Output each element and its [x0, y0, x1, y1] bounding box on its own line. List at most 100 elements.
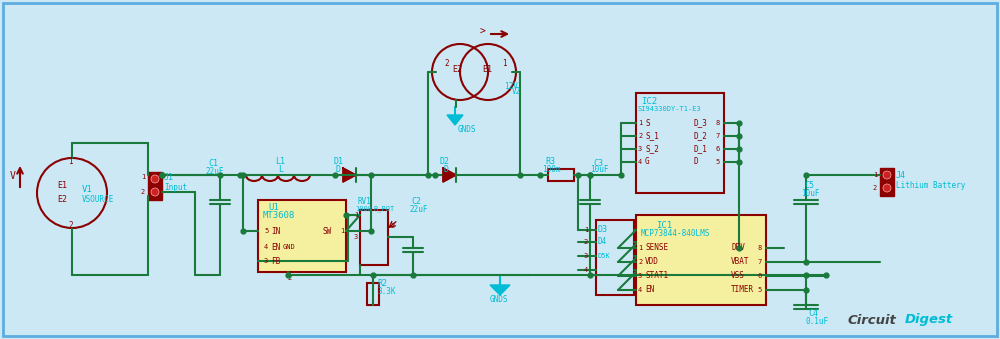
Text: 1: 1 — [638, 120, 642, 126]
Text: 0.1uF: 0.1uF — [805, 317, 828, 325]
Text: Input: Input — [164, 183, 187, 193]
Text: 1: 1 — [502, 60, 507, 68]
Text: C4: C4 — [808, 308, 818, 318]
Text: C2: C2 — [411, 198, 421, 206]
Text: D: D — [694, 158, 699, 166]
Text: S_2: S_2 — [645, 144, 659, 154]
Text: 1: 1 — [141, 174, 145, 180]
Text: VDD: VDD — [645, 258, 659, 266]
Text: E1: E1 — [482, 64, 492, 74]
Text: Digest: Digest — [905, 314, 953, 326]
Bar — [636, 215, 766, 305]
Text: 4: 4 — [638, 287, 642, 293]
Text: D_2: D_2 — [694, 132, 708, 140]
Text: 3: 3 — [638, 273, 642, 279]
Text: 2: 2 — [584, 239, 588, 245]
Text: C5: C5 — [804, 180, 814, 190]
Text: 4: 4 — [584, 267, 588, 273]
Text: VSS: VSS — [731, 272, 745, 280]
Bar — [548, 169, 574, 181]
Text: S: S — [645, 119, 650, 127]
Text: 6: 6 — [716, 146, 720, 152]
Text: R_POT: R_POT — [373, 206, 394, 212]
Text: E2: E2 — [452, 64, 462, 74]
Text: E1: E1 — [57, 180, 67, 190]
Bar — [148, 172, 162, 200]
Text: 2: 2 — [68, 220, 73, 230]
Text: >: > — [480, 27, 486, 37]
Text: 1: 1 — [638, 245, 642, 251]
Text: D1: D1 — [333, 158, 343, 166]
Text: D2: D2 — [440, 158, 450, 166]
Polygon shape — [490, 285, 510, 295]
Text: L1: L1 — [275, 158, 285, 166]
Text: SI94330DY-T1-E3: SI94330DY-T1-E3 — [638, 106, 702, 112]
Circle shape — [883, 171, 891, 179]
Text: GNDS: GNDS — [458, 124, 477, 134]
Circle shape — [151, 188, 159, 196]
Text: Lithium Battery: Lithium Battery — [896, 180, 965, 190]
Text: 22uF: 22uF — [205, 166, 224, 176]
Text: TIMER: TIMER — [731, 285, 754, 295]
Text: R3: R3 — [545, 158, 555, 166]
Text: 2: 2 — [873, 185, 877, 191]
Text: RV1: RV1 — [358, 198, 372, 206]
Text: 3.3K: 3.3K — [377, 286, 396, 296]
Text: Circuit: Circuit — [848, 314, 897, 326]
Bar — [636, 93, 724, 193]
Text: 2: 2 — [638, 133, 642, 139]
Text: 1: 1 — [340, 228, 344, 234]
Text: D_3: D_3 — [694, 119, 708, 127]
Text: J4: J4 — [896, 171, 906, 179]
Text: 1: 1 — [873, 172, 877, 178]
Text: 4: 4 — [638, 159, 642, 165]
Text: 2: 2 — [288, 275, 292, 281]
Text: 5: 5 — [716, 159, 720, 165]
Text: GND: GND — [283, 244, 296, 250]
Text: IC2: IC2 — [641, 97, 657, 105]
Text: 3: 3 — [264, 258, 268, 264]
Text: IN: IN — [271, 226, 280, 236]
Text: C1: C1 — [208, 159, 218, 167]
Text: 2: 2 — [638, 259, 642, 265]
Text: 1: 1 — [68, 158, 73, 166]
Text: FB: FB — [271, 257, 280, 265]
Text: SW: SW — [323, 226, 332, 236]
Text: 3: 3 — [638, 146, 642, 152]
Text: V2: V2 — [512, 87, 521, 97]
Circle shape — [151, 175, 159, 183]
Text: G: G — [645, 158, 650, 166]
Text: D_1: D_1 — [694, 144, 708, 154]
Text: V: V — [10, 171, 16, 181]
Text: EN: EN — [271, 242, 280, 252]
Text: D: D — [443, 165, 448, 175]
Bar — [360, 210, 388, 265]
Bar — [367, 283, 379, 305]
Text: 6: 6 — [758, 273, 762, 279]
Text: D3: D3 — [598, 225, 608, 235]
Text: 4: 4 — [264, 244, 268, 250]
Text: 22uF: 22uF — [409, 204, 428, 214]
Text: 5: 5 — [758, 287, 762, 293]
Text: S_1: S_1 — [645, 132, 659, 140]
Text: D: D — [336, 165, 341, 175]
Bar — [880, 168, 894, 196]
Text: 100k: 100k — [355, 206, 372, 212]
Text: SENSE: SENSE — [645, 243, 668, 253]
Text: V1: V1 — [82, 185, 93, 195]
Text: R2: R2 — [377, 279, 387, 287]
Text: D4: D4 — [598, 238, 607, 246]
Text: 2: 2 — [390, 223, 394, 229]
Text: EN: EN — [645, 285, 654, 295]
Text: MCP73844-840LMS: MCP73844-840LMS — [641, 230, 710, 239]
Text: 8: 8 — [758, 245, 762, 251]
Text: D5K: D5K — [598, 253, 611, 259]
Text: IC1: IC1 — [656, 220, 672, 230]
Text: 2: 2 — [444, 60, 449, 68]
Bar — [596, 220, 634, 295]
Text: L: L — [278, 165, 283, 175]
Text: 1: 1 — [354, 212, 358, 218]
Text: 3: 3 — [584, 253, 588, 259]
Text: DRV: DRV — [731, 243, 745, 253]
Text: J1: J1 — [164, 173, 174, 181]
